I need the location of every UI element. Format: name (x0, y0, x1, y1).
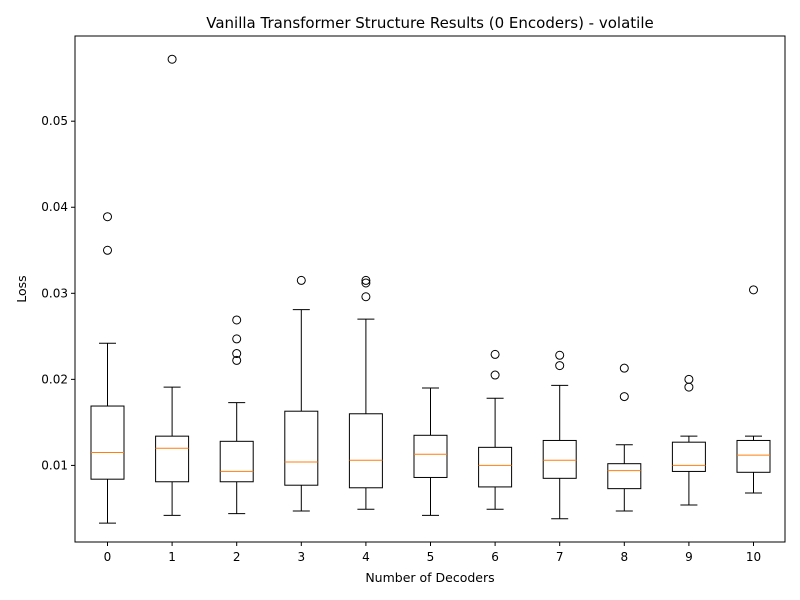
outlier-point (232, 349, 242, 359)
box-group-10 (736, 285, 771, 494)
box-series (90, 54, 771, 524)
box-group-9 (671, 374, 706, 506)
box-group-5 (413, 387, 448, 516)
x-axis-label: Number of Decoders (365, 570, 494, 585)
box-group-4 (348, 275, 383, 510)
box-iqr (413, 434, 448, 478)
box-group-8 (607, 363, 642, 512)
box-group-1 (155, 54, 190, 516)
box-group-3 (284, 275, 319, 512)
box-group-0 (90, 212, 125, 524)
x-tick-label: 8 (620, 550, 628, 564)
outlier-point (619, 363, 629, 373)
outlier-point (619, 392, 629, 402)
x-axis: 0 1 2 3 4 5 6 7 8 9 10 (104, 542, 761, 564)
box-iqr (284, 410, 319, 486)
outlier-point (232, 355, 242, 365)
outlier-point (490, 349, 500, 359)
outlier-point (684, 382, 694, 392)
box-iqr (90, 405, 125, 480)
y-axis-label: Loss (14, 275, 29, 302)
box-iqr (542, 439, 577, 479)
outlier-point (555, 350, 565, 360)
outlier-point (555, 361, 565, 371)
box-iqr (671, 441, 706, 472)
outlier-point (103, 245, 112, 255)
box-iqr (219, 440, 254, 483)
x-tick-label: 3 (297, 550, 305, 564)
y-tick-label: 0.03 (41, 286, 68, 300)
y-tick-label: 0.01 (41, 458, 68, 472)
outlier-point (361, 275, 371, 285)
outlier-point (296, 275, 306, 285)
outlier-point (490, 370, 500, 380)
x-tick-label: 7 (556, 550, 564, 564)
chart-title: Vanilla Transformer Structure Results (0… (206, 14, 653, 32)
x-tick-label: 10 (746, 550, 761, 564)
y-axis: 0.01 0.02 0.03 0.04 0.05 (41, 114, 75, 472)
y-tick-label: 0.04 (41, 200, 68, 214)
box-iqr (736, 439, 771, 473)
outlier-point (103, 212, 112, 222)
box-iqr (155, 435, 190, 483)
box-group-6 (478, 349, 513, 510)
outlier-point (361, 292, 371, 302)
x-tick-label: 6 (491, 550, 499, 564)
x-tick-label: 5 (427, 550, 435, 564)
box-iqr (348, 413, 383, 489)
x-tick-label: 9 (685, 550, 693, 564)
y-tick-label: 0.05 (41, 114, 68, 128)
outlier-point (167, 54, 177, 64)
x-tick-label: 1 (168, 550, 176, 564)
box-iqr (607, 463, 642, 490)
x-tick-label: 4 (362, 550, 370, 564)
x-tick-label: 2 (233, 550, 241, 564)
plot-frame (74, 35, 786, 543)
outlier-point (232, 334, 242, 344)
outlier-point (684, 374, 694, 384)
x-tick-label: 0 (104, 550, 112, 564)
y-tick-label: 0.02 (41, 372, 68, 386)
box-iqr (478, 446, 513, 488)
outlier-point (361, 278, 371, 288)
outlier-point (749, 285, 758, 295)
box-group-7 (542, 350, 577, 520)
box-group-2 (219, 315, 254, 515)
outlier-point (232, 315, 242, 325)
